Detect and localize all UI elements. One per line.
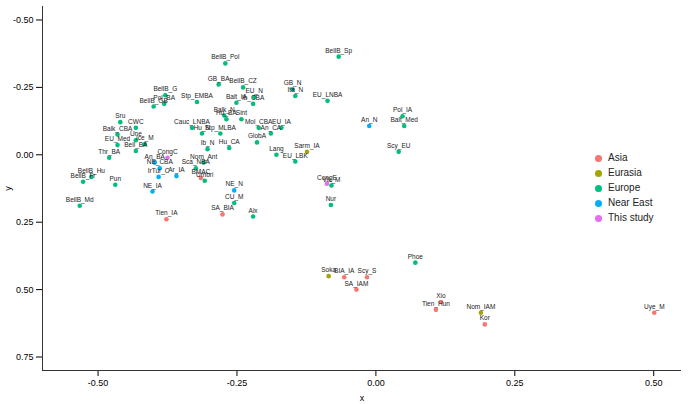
svg-text:Stp_EMBA: Stp_EMBA xyxy=(181,92,213,100)
svg-text:Scy_S: Scy_S xyxy=(358,267,377,275)
html-text:Eurasia: Eurasia xyxy=(608,167,642,178)
svg-text:GB_N: GB_N xyxy=(283,79,302,87)
svg-text:BellB_G: BellB_G xyxy=(153,85,177,93)
svg-text:Ar_IA: Ar_IA xyxy=(168,166,185,174)
html-text:Near East: Near East xyxy=(608,197,653,208)
svg-text:SA_BIA: SA_BIA xyxy=(211,204,234,212)
svg-text:BellB_GB: BellB_GB xyxy=(140,97,168,105)
svg-text:-0.50: -0.50 xyxy=(88,378,109,388)
svg-text:BellB_CZ: BellB_CZ xyxy=(229,77,256,85)
svg-text:Pun: Pun xyxy=(110,175,122,182)
svg-text:EU_IA: EU_IA xyxy=(272,117,291,125)
svg-text:Hu_N: Hu_N xyxy=(194,124,211,132)
svg-text:Pol_IA: Pol_IA xyxy=(393,106,413,114)
svg-text:CongC: CongC xyxy=(157,148,178,156)
svg-text:BellB_Md: BellB_Md xyxy=(66,196,94,204)
svg-text:CongE: CongE xyxy=(317,174,338,182)
svg-text:CU_M: CU_M xyxy=(225,193,243,201)
svg-text:-0.25: -0.25 xyxy=(13,82,34,92)
svg-text:NE_N: NE_N xyxy=(226,180,244,188)
svg-text:EU_LBK: EU_LBK xyxy=(283,152,309,160)
svg-text:CWC: CWC xyxy=(128,117,144,125)
svg-text:Lang: Lang xyxy=(269,145,284,153)
svg-text:0.50: 0.50 xyxy=(645,378,663,388)
svg-text:Umbri: Umbri xyxy=(196,171,213,178)
svg-text:Balk_CBA: Balk_CBA xyxy=(103,125,133,133)
svg-text:GlobA: GlobA xyxy=(248,132,267,139)
svg-text:Kor: Kor xyxy=(480,314,491,321)
svg-text:SA_IAM: SA_IAM xyxy=(345,280,369,288)
svg-text:NE_IA: NE_IA xyxy=(143,182,162,190)
svg-text:BellB_Pol: BellB_Pol xyxy=(211,53,240,61)
svg-text:Balt_IA: Balt_IA xyxy=(226,93,248,101)
svg-text:Sint: Sint xyxy=(236,109,247,116)
svg-text:Xio: Xio xyxy=(436,292,446,299)
svg-text:Sarm_IA: Sarm_IA xyxy=(294,142,320,150)
svg-text:Tien_Hun: Tien_Hun xyxy=(422,300,450,308)
svg-text:Sca_NBA: Sca_NBA xyxy=(182,158,211,166)
svg-text:Cauc_LNBA: Cauc_LNBA xyxy=(174,117,210,125)
svg-text:Hu_CA: Hu_CA xyxy=(219,138,241,146)
svg-text:GB_BA: GB_BA xyxy=(208,75,230,83)
svg-text:Nur: Nur xyxy=(326,195,337,202)
svg-text:Uye_M: Uye_M xyxy=(644,303,665,311)
svg-text:y: y xyxy=(3,186,13,191)
svg-text:Ib_N: Ib_N xyxy=(201,139,215,147)
svg-text:Bell_BA: Bell_BA xyxy=(124,141,148,149)
svg-text:An_CA: An_CA xyxy=(261,124,282,132)
svg-text:EU_N: EU_N xyxy=(245,87,263,95)
svg-text:Sru: Sru xyxy=(115,112,126,119)
svg-text:Phoe: Phoe xyxy=(408,253,424,260)
svg-text:0.75: 0.75 xyxy=(16,352,34,362)
svg-text:Stp_MLBA: Stp_MLBA xyxy=(204,123,236,131)
svg-text:Soka: Soka xyxy=(321,266,336,273)
svg-text:An_N: An_N xyxy=(361,116,378,124)
svg-text:-0.50: -0.50 xyxy=(13,15,34,25)
svg-text:NE_CBA: NE_CBA xyxy=(147,158,174,166)
svg-text:Ib_CBA: Ib_CBA xyxy=(241,93,265,101)
svg-text:0.00: 0.00 xyxy=(367,378,385,388)
svg-text:x: x xyxy=(360,393,365,403)
svg-text:Ita_N: Ita_N xyxy=(288,86,304,94)
svg-text:Ice_M: Ice_M xyxy=(135,134,154,142)
svg-text:Nom_IAM: Nom_IAM xyxy=(466,303,495,311)
svg-text:Nom_Ant: Nom_Ant xyxy=(190,152,218,160)
svg-text:Thr_BA: Thr_BA xyxy=(98,148,121,156)
html-text:Asia: Asia xyxy=(608,152,628,163)
svg-text:0.25: 0.25 xyxy=(506,378,524,388)
svg-text:IrTur_C: IrTur_C xyxy=(148,167,170,175)
svg-text:Hu_BA: Hu_BA xyxy=(216,109,237,117)
svg-text:0.50: 0.50 xyxy=(16,284,34,294)
svg-text:BellB_Fr: BellB_Fr xyxy=(71,172,97,180)
svg-text:0.25: 0.25 xyxy=(16,217,34,227)
svg-text:BellB_Sp: BellB_Sp xyxy=(325,47,352,55)
svg-text:-0.25: -0.25 xyxy=(227,378,248,388)
svg-text:Mol_CBA: Mol_CBA xyxy=(244,117,273,125)
svg-text:EU_LNBA: EU_LNBA xyxy=(313,91,343,99)
svg-text:EU_Med: EU_Med xyxy=(104,135,131,143)
html-text:Europe: Europe xyxy=(608,182,641,193)
svg-text:Tien_IA: Tien_IA xyxy=(155,209,178,217)
svg-text:Balt_Med: Balt_Med xyxy=(390,116,418,124)
html-text:This study: This study xyxy=(608,212,654,223)
svg-text:0.00: 0.00 xyxy=(16,150,34,160)
svg-text:Alx: Alx xyxy=(249,207,259,214)
svg-text:Scy_EU: Scy_EU xyxy=(387,142,411,150)
svg-text:BIA_IA: BIA_IA xyxy=(334,267,355,275)
